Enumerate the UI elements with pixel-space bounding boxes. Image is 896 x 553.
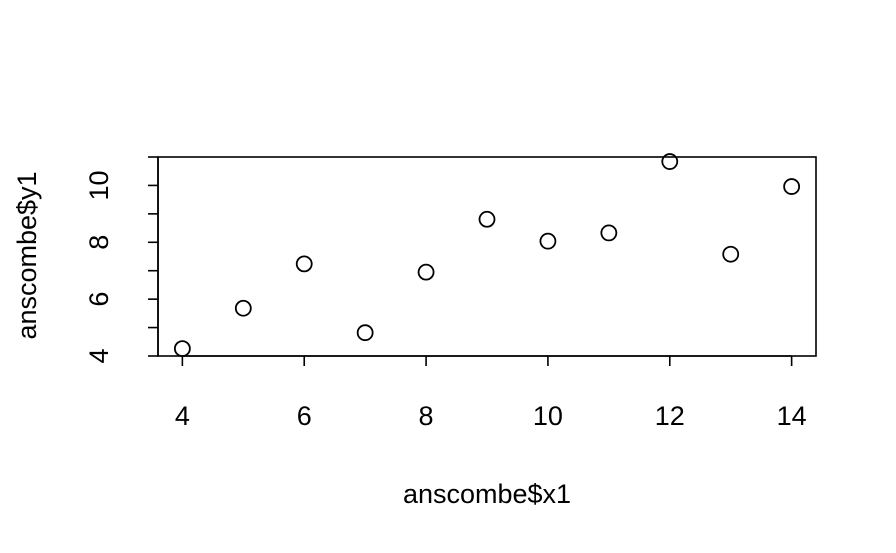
data-point	[173, 340, 191, 358]
y-axis-label: anscombe$y1	[12, 171, 42, 339]
x-tick-label: 6	[297, 401, 312, 431]
data-point	[234, 299, 252, 317]
x-tick-label: 14	[777, 401, 807, 431]
data-point	[478, 210, 496, 228]
data-point	[600, 224, 618, 242]
y-tick-label: 6	[84, 292, 114, 307]
data-point	[722, 245, 740, 263]
data-point	[417, 263, 435, 281]
x-tick-label: 8	[419, 401, 434, 431]
data-point	[661, 153, 679, 170]
x-tick-label: 12	[655, 401, 685, 431]
x-axis-label: anscombe$x1	[403, 479, 571, 509]
x-tick-label: 4	[175, 401, 190, 431]
y-tick-label: 4	[84, 348, 114, 363]
data-points	[173, 153, 801, 358]
y-tick-label: 8	[84, 235, 114, 250]
data-point	[539, 232, 557, 250]
plot-frame	[157, 156, 817, 357]
x-axis: 4 6 8 10 12 14	[175, 355, 807, 431]
x-tick-label: 10	[533, 401, 563, 431]
data-point	[295, 255, 313, 273]
y-tick-label: 10	[84, 170, 114, 200]
data-point	[356, 324, 374, 342]
data-point	[783, 178, 801, 195]
y-axis: 4 6 8 10	[84, 156, 159, 364]
